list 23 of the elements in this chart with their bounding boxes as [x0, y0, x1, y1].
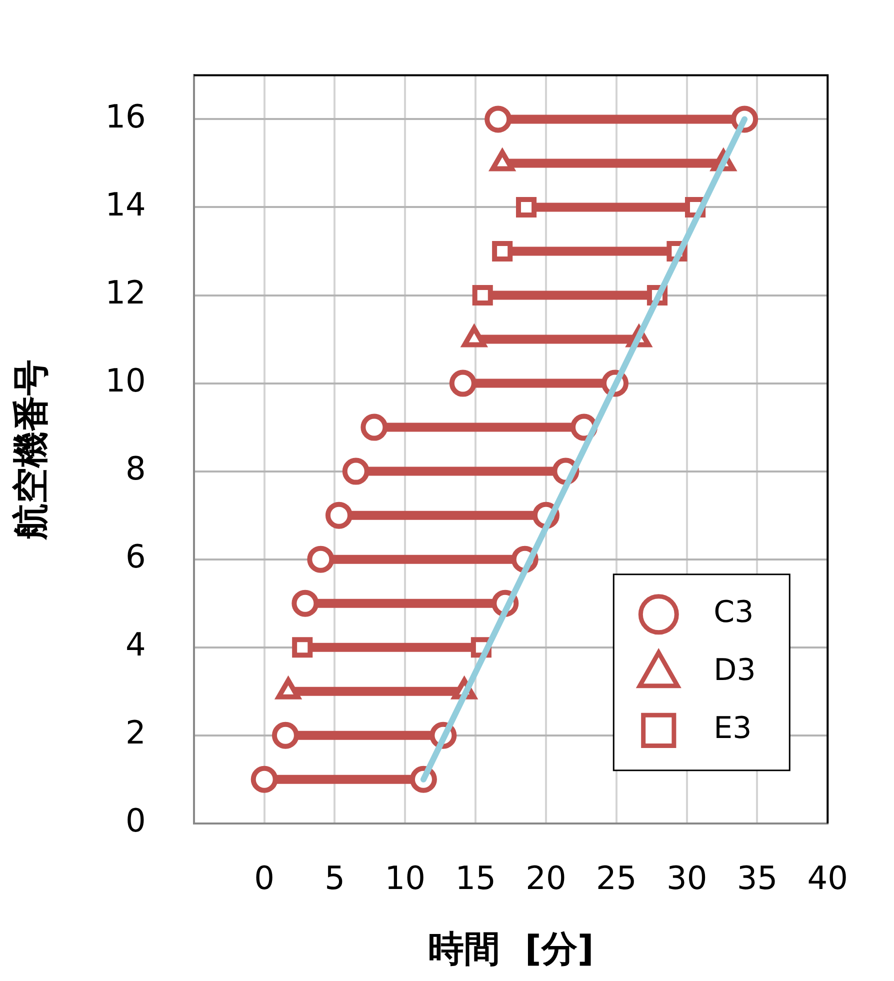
x-tick-label: 30	[666, 858, 708, 897]
x-tick-label: 10	[384, 858, 426, 897]
legend-label: E3	[714, 711, 752, 746]
legend-label: D3	[714, 653, 756, 688]
x-tick-label: 0	[254, 858, 275, 897]
y-tick-label: 14	[105, 186, 146, 224]
y-tick-label: 16	[105, 98, 146, 136]
y-tick-label: 4	[126, 626, 146, 664]
y-tick-label: 8	[126, 450, 146, 488]
x-tick-label: 35	[736, 858, 778, 897]
x-tick-label: 15	[455, 858, 496, 897]
y-axis-title: 航空機番号	[10, 359, 52, 540]
y-tick-label: 2	[126, 714, 146, 752]
y-tick-label: 12	[105, 274, 146, 312]
y-tick-label: 6	[126, 538, 146, 576]
x-tick-label: 20	[526, 858, 566, 897]
y-tick-label: 10	[105, 362, 146, 400]
x-axis-title: 時間 [分]	[428, 928, 594, 970]
x-tick-label: 40	[807, 858, 848, 897]
x-tick-label: 5	[324, 858, 345, 897]
legend-label: C3	[714, 595, 754, 630]
x-tick-label: 25	[596, 858, 637, 897]
y-tick-label: 0	[126, 802, 146, 840]
